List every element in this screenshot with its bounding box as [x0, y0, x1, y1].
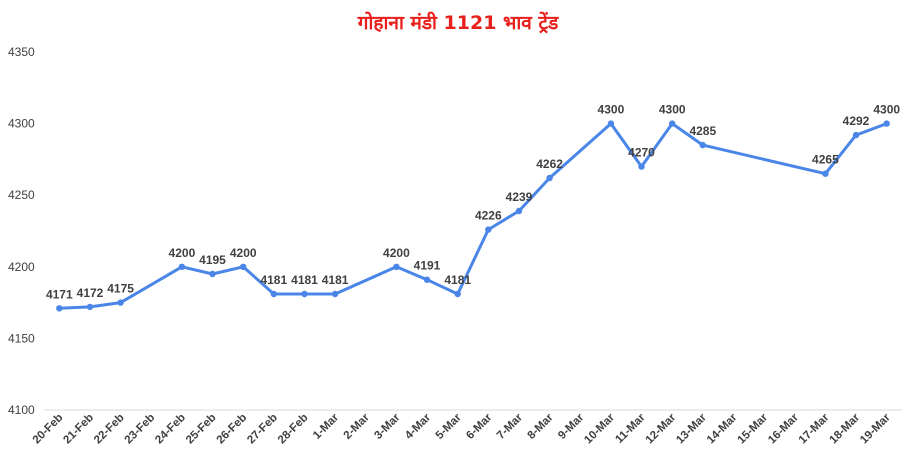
y-tick-label: 4200 — [8, 260, 35, 274]
data-point — [454, 290, 461, 298]
data-point — [240, 263, 247, 270]
data-label: 4171 — [46, 287, 73, 301]
data-label: 4172 — [77, 286, 104, 300]
data-label: 4195 — [199, 253, 226, 267]
data-point — [301, 290, 308, 298]
x-tick-label: 25-Feb — [184, 412, 219, 447]
data-label: 4175 — [107, 282, 134, 296]
x-tick-label: 21-Feb — [61, 412, 96, 447]
x-tick-label: 4-Mar — [403, 411, 434, 442]
x-tick-label: 24-Feb — [153, 412, 188, 447]
x-tick-label: 10-Mar — [582, 411, 617, 446]
x-tick-label: 16-Mar — [766, 411, 801, 446]
data-point — [607, 120, 615, 127]
data-label: 4191 — [414, 259, 441, 273]
data-point — [331, 290, 339, 298]
x-tick-label: 2-Mar — [342, 411, 373, 442]
data-label: 4300 — [659, 103, 686, 117]
data-point — [546, 174, 553, 182]
x-tick-label: 6-Mar — [464, 411, 495, 442]
data-label: 4262 — [536, 157, 563, 171]
data-point — [852, 131, 860, 139]
data-point — [699, 141, 706, 149]
x-axis: 20-Feb21-Feb22-Feb23-Feb24-Feb25-Feb26-F… — [31, 411, 893, 446]
x-tick-label: 8-Mar — [526, 411, 557, 442]
data-label: 4239 — [506, 190, 533, 204]
x-tick-label: 12-Mar — [644, 411, 679, 446]
x-tick-label: 11-Mar — [613, 411, 648, 446]
y-tick-label: 4300 — [8, 117, 35, 131]
data-point — [515, 207, 523, 215]
x-tick-label: 15-Mar — [736, 411, 771, 446]
data-label: 4181 — [444, 273, 471, 287]
x-tick-label: 5-Mar — [434, 411, 465, 442]
x-tick-label: 23-Feb — [123, 412, 158, 447]
x-tick-label: 14-Mar — [705, 411, 740, 446]
data-point — [669, 120, 676, 127]
data-point — [117, 299, 124, 306]
data-label: 4181 — [322, 273, 349, 287]
y-tick-label: 4250 — [8, 188, 35, 202]
data-label: 4300 — [873, 103, 900, 117]
x-tick-label: 18-Mar — [827, 411, 862, 446]
y-tick-label: 4350 — [8, 45, 35, 59]
data-label: 4292 — [843, 114, 870, 128]
data-point — [423, 276, 431, 283]
x-tick-label: 1-Mar — [311, 411, 342, 442]
data-point — [822, 170, 829, 177]
data-point — [393, 263, 400, 270]
data-point — [56, 305, 63, 312]
data-point — [209, 270, 216, 278]
data-point — [883, 120, 890, 127]
x-tick-label: 20-Feb — [31, 412, 66, 447]
x-tick-label: 22-Feb — [92, 412, 127, 447]
data-point — [86, 303, 94, 311]
data-label: 4181 — [260, 273, 287, 287]
x-tick-label: 26-Feb — [215, 412, 250, 447]
x-tick-label: 13-Mar — [674, 411, 709, 446]
x-tick-label: 28-Feb — [276, 412, 311, 447]
y-tick-label: 4150 — [8, 331, 35, 345]
data-point — [485, 226, 492, 233]
data-label: 4200 — [383, 246, 410, 260]
data-label: 4300 — [598, 103, 625, 117]
data-label: 4270 — [628, 146, 655, 160]
data-label: 4200 — [230, 246, 257, 260]
data-point — [270, 290, 277, 298]
data-label: 4265 — [812, 153, 839, 167]
x-tick-label: 19-Mar — [858, 411, 893, 446]
x-tick-label: 3-Mar — [372, 411, 403, 442]
series-line — [57, 122, 889, 310]
chart-title: गोहाना मंडी 1121 भाव ट्रेंड — [357, 11, 559, 34]
x-tick-label: 27-Feb — [245, 412, 280, 447]
x-tick-label: 7-Mar — [495, 411, 526, 442]
x-tick-label: 17-Mar — [797, 411, 832, 446]
series-line-group — [57, 122, 889, 310]
data-label: 4226 — [475, 209, 502, 223]
data-label: 4285 — [689, 124, 716, 138]
data-label: 4181 — [291, 273, 318, 287]
data-point — [178, 263, 186, 270]
data-point — [638, 163, 645, 170]
data-label: 4200 — [169, 246, 196, 260]
y-tick-label: 4100 — [8, 403, 35, 417]
data-points — [56, 120, 890, 312]
y-axis: 4100 4150 4200 4250 4300 4350 — [8, 45, 35, 417]
